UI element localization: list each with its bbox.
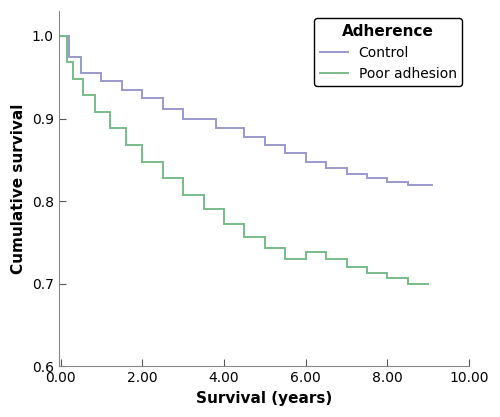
Control bbox=[180, 116, 186, 121]
Poor adhesion bbox=[262, 246, 268, 251]
Poor adhesion bbox=[140, 143, 145, 148]
Control bbox=[213, 126, 219, 131]
Poor adhesion bbox=[58, 33, 64, 38]
Control bbox=[242, 134, 248, 139]
Poor adhesion bbox=[344, 265, 349, 270]
Poor adhesion bbox=[405, 276, 411, 281]
Control bbox=[242, 126, 248, 131]
Control bbox=[140, 87, 145, 92]
Control bbox=[98, 70, 104, 75]
Control bbox=[405, 180, 411, 185]
Control bbox=[384, 180, 390, 185]
Poor adhesion bbox=[282, 256, 288, 261]
Control bbox=[58, 33, 64, 38]
Poor adhesion bbox=[64, 60, 70, 65]
Control bbox=[213, 116, 219, 121]
Line: Poor adhesion: Poor adhesion bbox=[60, 36, 428, 284]
Control bbox=[384, 176, 390, 181]
Control bbox=[344, 166, 349, 171]
Poor adhesion bbox=[80, 93, 86, 98]
Poor adhesion bbox=[160, 159, 166, 164]
Control bbox=[323, 166, 329, 171]
Control bbox=[119, 79, 125, 84]
Poor adhesion bbox=[123, 126, 129, 131]
Legend: Control, Poor adhesion: Control, Poor adhesion bbox=[314, 18, 462, 86]
Poor adhesion bbox=[221, 207, 227, 212]
Control bbox=[66, 54, 71, 59]
Control bbox=[302, 159, 308, 164]
Control bbox=[78, 54, 84, 59]
Control bbox=[282, 143, 288, 148]
Poor adhesion bbox=[140, 159, 145, 164]
Poor adhesion bbox=[160, 176, 166, 181]
Line: Control: Control bbox=[60, 36, 432, 185]
Poor adhesion bbox=[180, 176, 186, 181]
Control bbox=[430, 182, 436, 187]
Control bbox=[160, 95, 166, 100]
Poor adhesion bbox=[344, 256, 349, 261]
Poor adhesion bbox=[242, 221, 248, 226]
Control bbox=[364, 171, 370, 176]
Control bbox=[405, 182, 411, 187]
Control bbox=[262, 143, 268, 148]
Poor adhesion bbox=[242, 234, 248, 239]
Poor adhesion bbox=[92, 109, 98, 114]
Poor adhesion bbox=[426, 281, 432, 286]
Poor adhesion bbox=[282, 246, 288, 251]
Poor adhesion bbox=[70, 76, 76, 81]
Control bbox=[160, 106, 166, 111]
Poor adhesion bbox=[70, 60, 76, 65]
Y-axis label: Cumulative survival: Cumulative survival bbox=[11, 103, 26, 274]
Control bbox=[180, 106, 186, 111]
Control bbox=[344, 171, 349, 176]
Control bbox=[140, 95, 145, 100]
Poor adhesion bbox=[364, 271, 370, 276]
Poor adhesion bbox=[323, 256, 329, 261]
Poor adhesion bbox=[106, 109, 112, 114]
Poor adhesion bbox=[262, 234, 268, 239]
Poor adhesion bbox=[200, 192, 206, 197]
X-axis label: Survival (years): Survival (years) bbox=[196, 391, 332, 406]
Poor adhesion bbox=[426, 281, 432, 286]
Control bbox=[282, 151, 288, 156]
Control bbox=[302, 151, 308, 156]
Control bbox=[66, 33, 71, 38]
Poor adhesion bbox=[92, 93, 98, 98]
Poor adhesion bbox=[302, 250, 308, 255]
Control bbox=[119, 87, 125, 92]
Control bbox=[430, 182, 436, 187]
Poor adhesion bbox=[123, 143, 129, 148]
Poor adhesion bbox=[80, 76, 86, 81]
Poor adhesion bbox=[384, 276, 390, 281]
Poor adhesion bbox=[384, 271, 390, 276]
Control bbox=[262, 134, 268, 139]
Control bbox=[98, 79, 104, 84]
Poor adhesion bbox=[364, 265, 370, 270]
Poor adhesion bbox=[200, 207, 206, 212]
Control bbox=[364, 176, 370, 181]
Control bbox=[78, 70, 84, 75]
Poor adhesion bbox=[106, 126, 112, 131]
Control bbox=[323, 159, 329, 164]
Poor adhesion bbox=[323, 250, 329, 255]
Poor adhesion bbox=[405, 281, 411, 286]
Poor adhesion bbox=[221, 221, 227, 226]
Poor adhesion bbox=[302, 256, 308, 261]
Poor adhesion bbox=[64, 33, 70, 38]
Poor adhesion bbox=[180, 192, 186, 197]
